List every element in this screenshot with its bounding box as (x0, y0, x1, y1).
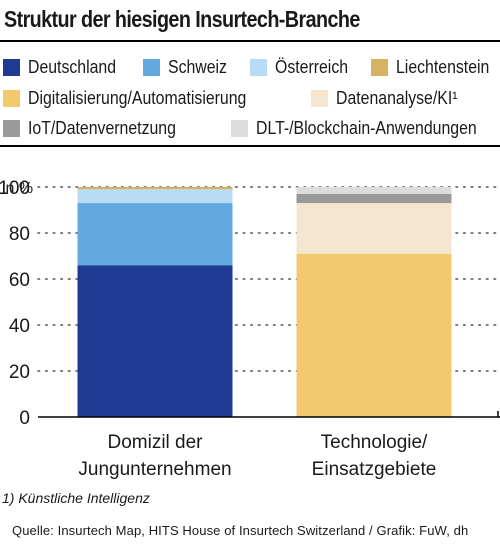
source-note: Quelle: Insurtech Map, HITS House of Ins… (12, 523, 469, 538)
bar-segment-1-1 (77, 265, 233, 417)
legend-swatch-iot (3, 119, 20, 137)
legend-label-iot: IoT/Datenvernetzung (28, 117, 176, 138)
legend-item-dlt: DLT-/Blockchain-Anwendungen (231, 117, 500, 139)
bar-segment-2-8 (296, 187, 452, 194)
legend-item-liechtenstein: Liechtenstein (371, 56, 500, 78)
x-category-label-2-line-2: Einsatzgebiete (312, 459, 437, 480)
legend-label-deutschland: Deutschland (28, 56, 117, 77)
legend-swatch-dlt (231, 119, 248, 137)
legend-label-dlt: DLT-/Blockchain-Anwendungen (256, 117, 477, 138)
stacked-bar-chart: 0 20 40 60 80 100 Domizil der Jungunternehmen Te… (0, 178, 500, 480)
y-tick-label-100: 100 (0, 178, 30, 199)
y-tick-label-60: 60 (9, 270, 30, 291)
legend-swatch-datenanalyse (311, 89, 328, 107)
bar-segment-1-2 (77, 203, 233, 266)
legend-item-iot: IoT/Datenvernetzung (3, 117, 196, 139)
y-tick-label-40: 40 (9, 316, 30, 337)
footnote: 1) Künstliche Intelligenz (2, 490, 150, 506)
x-category-label-1-line-2: Jungunternehmen (78, 459, 231, 480)
bar-segment-1-4 (77, 187, 233, 190)
x-category-label-2-line-1: Technologie/ (321, 432, 428, 453)
legend-swatch-liechtenstein (371, 58, 388, 76)
legend-label-schweiz: Schweiz (168, 56, 227, 77)
legend-item-oesterreich: Österreich (250, 56, 358, 78)
y-tick-label-80: 80 (9, 224, 30, 245)
legend-label-datenanalyse: Datenanalyse/KI¹ (336, 87, 458, 108)
bar-segment-1-3 (77, 189, 233, 204)
legend-label-digitalisierung: Digitalisierung/Automatisierung (28, 87, 247, 108)
legend-swatch-schweiz (143, 58, 160, 76)
bar-segment-2-6 (296, 203, 452, 254)
legend-label-oesterreich: Österreich (275, 56, 349, 77)
chart-title: Struktur der hiesigen Insurtech-Branche (4, 6, 360, 32)
legend-item-schweiz: Schweiz (143, 56, 235, 78)
y-tick-label-20: 20 (9, 362, 30, 383)
legend-swatch-deutschland (3, 58, 20, 76)
bar-segment-2-5 (296, 253, 452, 417)
legend-item-digitalisierung: Digitalisierung/Automatisierung (3, 87, 276, 109)
legend-rule (0, 145, 500, 147)
title-rule (0, 40, 500, 42)
x-category-label-1-line-1: Domizil der (107, 432, 203, 453)
y-axis-unit-label: in % (2, 180, 34, 197)
y-tick-label-0: 0 (19, 408, 30, 429)
legend-swatch-digitalisierung (3, 89, 20, 107)
legend-item-deutschland: Deutschland (3, 56, 128, 78)
bar-segment-2-7 (296, 193, 452, 204)
legend-item-datenanalyse: Datenanalyse/KI¹ (311, 87, 474, 109)
legend-label-liechtenstein: Liechtenstein (396, 56, 490, 77)
legend-swatch-oesterreich (250, 58, 267, 76)
